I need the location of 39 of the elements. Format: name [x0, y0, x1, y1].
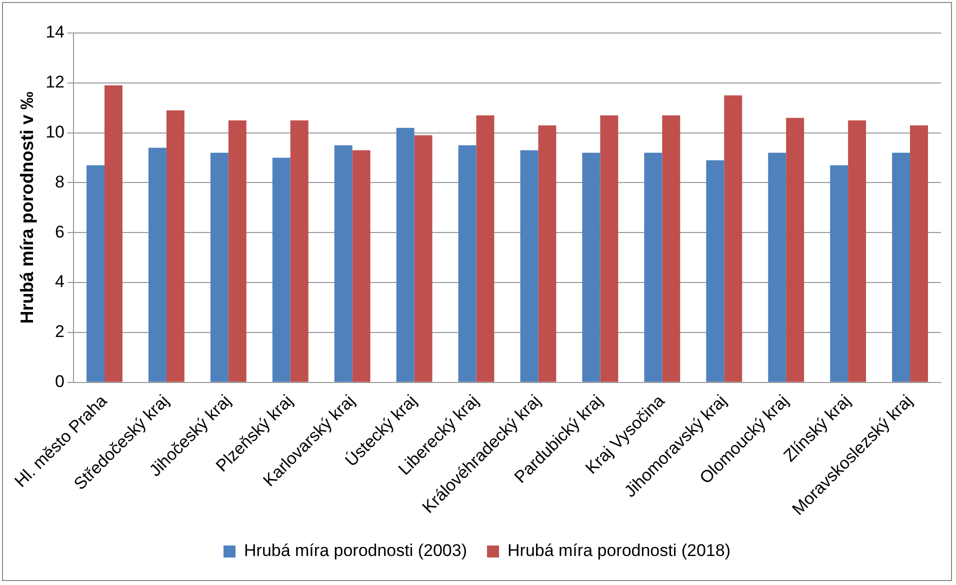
y-tick-label: 14: [46, 22, 65, 42]
bar: [148, 148, 166, 382]
bar: [644, 152, 662, 382]
bar: [600, 115, 618, 382]
bar: [848, 120, 866, 382]
bar: [830, 165, 848, 382]
bar: [662, 115, 680, 382]
bar: [768, 152, 786, 382]
y-tick-label: 8: [55, 172, 65, 192]
y-tick-label: 0: [55, 372, 65, 392]
bar: [210, 152, 228, 382]
y-axis-title: Hrubá míra porodnosti v ‰: [16, 92, 37, 324]
bar: [272, 158, 290, 382]
bar: [166, 110, 184, 382]
bar: [476, 115, 494, 382]
legend-label: Hrubá míra porodnosti (2018): [508, 541, 731, 560]
bar: [458, 145, 476, 382]
bar: [228, 120, 246, 382]
bar: [396, 128, 414, 382]
y-tick-label: 6: [55, 222, 65, 242]
bar: [582, 152, 600, 382]
bar: [538, 125, 556, 382]
legend-label: Hrubá míra porodnosti (2003): [244, 541, 468, 560]
bar: [86, 165, 104, 382]
bar: [724, 95, 742, 382]
bar: [334, 145, 352, 382]
bar: [786, 118, 804, 382]
bar: [414, 135, 432, 382]
bar: [290, 120, 308, 382]
y-tick-label: 2: [55, 322, 65, 342]
bar: [892, 152, 910, 382]
y-tick-label: 10: [46, 122, 65, 142]
bar: [352, 150, 370, 382]
y-tick-label: 4: [55, 272, 65, 292]
y-tick-label: 12: [46, 72, 65, 92]
bar: [520, 150, 538, 382]
bar: [706, 160, 724, 382]
bar: [910, 125, 928, 382]
bar: [104, 85, 122, 382]
